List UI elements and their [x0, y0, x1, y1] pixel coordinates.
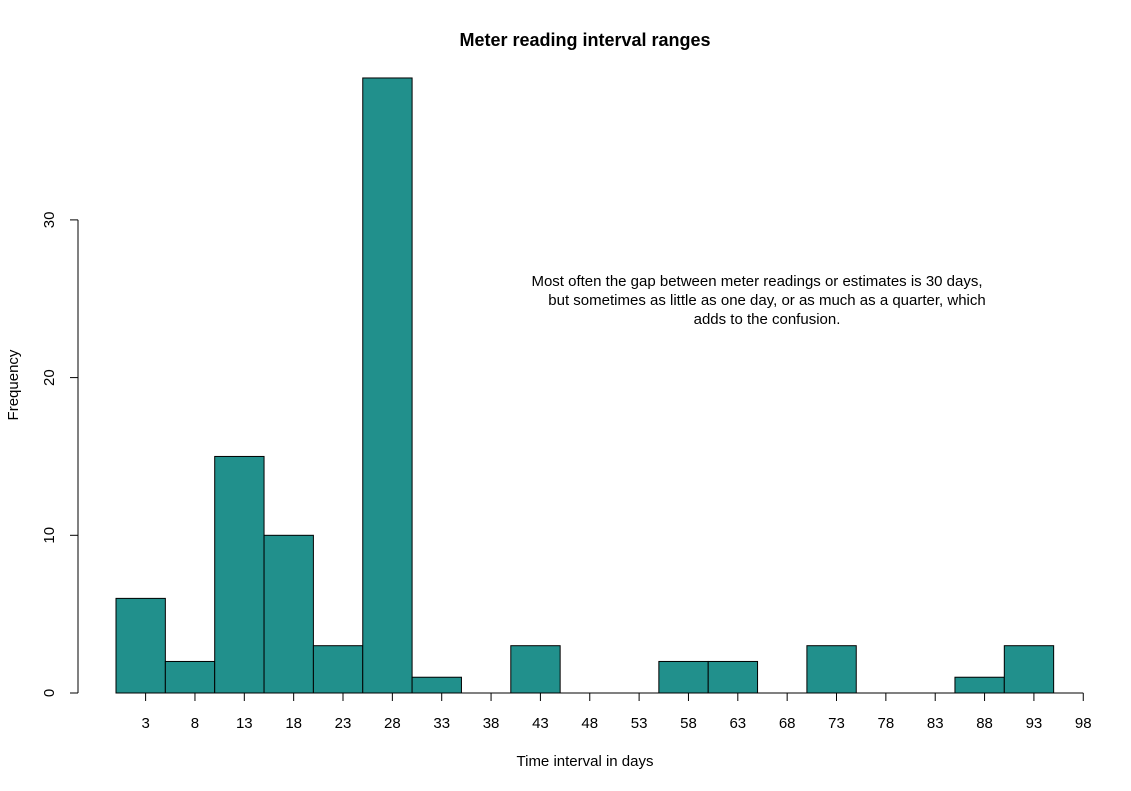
annotation-line-3: adds to the confusion. — [694, 311, 841, 328]
y-tick-label: 30 — [41, 212, 58, 229]
x-tick-label: 73 — [828, 715, 845, 732]
annotation-line-2: but sometimes as little as one day, or a… — [548, 292, 985, 309]
x-tick-label: 78 — [878, 715, 895, 732]
x-tick-label: 28 — [384, 715, 401, 732]
x-tick-label: 83 — [927, 715, 944, 732]
histogram-bar — [362, 77, 413, 694]
x-tick-label: 38 — [483, 715, 500, 732]
x-tick-label: 23 — [335, 715, 352, 732]
chart-title: Meter reading interval ranges — [459, 30, 710, 50]
bars-group — [115, 77, 1055, 694]
histogram-bar — [312, 645, 364, 694]
x-tick-label: 13 — [236, 715, 253, 732]
histogram-bar — [214, 455, 265, 694]
x-tick-label: 88 — [976, 715, 993, 732]
y-tick-label: 10 — [41, 527, 58, 544]
x-axis: 3 8 13 18 23 28 33 38 43 48 53 58 63 68 73 78 83 88 93 98 — [141, 692, 1092, 732]
histogram-bar — [806, 645, 857, 694]
histogram-bar — [707, 660, 759, 694]
histogram-bar — [510, 645, 561, 694]
x-tick-label: 18 — [285, 715, 302, 732]
x-tick-label: 68 — [779, 715, 796, 732]
x-tick-label: 8 — [191, 715, 199, 732]
histogram-bar — [954, 676, 1005, 694]
x-tick-label: 93 — [1026, 715, 1043, 732]
x-tick-label: 58 — [680, 715, 697, 732]
histogram-bar — [115, 597, 166, 694]
x-tick-label: 3 — [141, 715, 149, 732]
annotation-line-1: Most often the gap between meter reading… — [531, 273, 982, 290]
y-tick-label: 0 — [41, 689, 58, 697]
x-tick-label: 63 — [729, 715, 746, 732]
x-tick-label: 43 — [532, 715, 549, 732]
x-axis-label: Time interval in days — [517, 753, 654, 770]
histogram-bar — [263, 534, 314, 694]
histogram-bar — [164, 660, 216, 694]
x-tick-label: 48 — [581, 715, 598, 732]
histogram-bar — [658, 660, 709, 694]
y-axis-label: Frequency — [5, 349, 22, 420]
histogram-bar — [1003, 645, 1055, 694]
x-tick-label: 33 — [433, 715, 450, 732]
x-tick-label: 98 — [1075, 715, 1092, 732]
histogram-bar — [411, 676, 462, 694]
y-tick-label: 20 — [41, 369, 58, 386]
y-axis: 0 10 20 30 — [41, 212, 79, 697]
x-tick-label: 53 — [631, 715, 648, 732]
